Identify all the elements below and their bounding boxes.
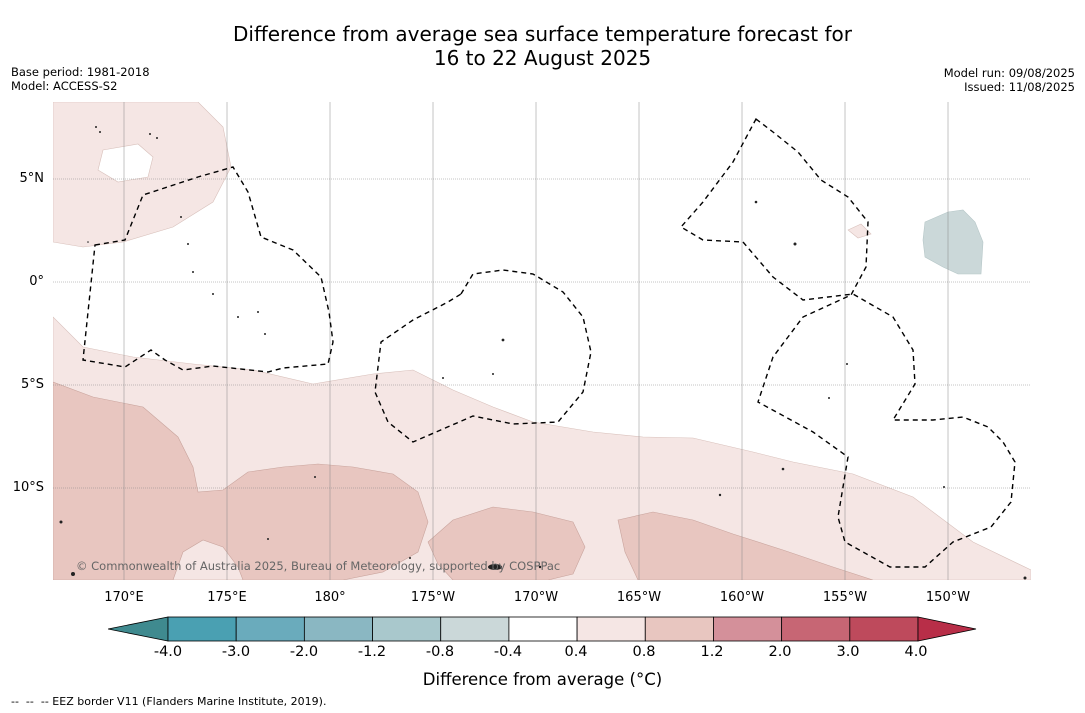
anomaly-warm-southwest — [53, 381, 429, 580]
cbar-tick-3: -1.2 — [357, 644, 387, 660]
colorbar-cell — [576, 616, 646, 642]
meta-right: Model run: 09/08/2025 Issued: 11/08/2025 — [944, 66, 1075, 94]
anomaly-warm-southeast — [617, 511, 874, 580]
lat-label-5s: 5°S — [20, 377, 44, 392]
anomaly-cool-patch — [922, 209, 984, 275]
model-run: Model run: 09/08/2025 — [943, 66, 1075, 80]
colorbar-cell — [235, 616, 305, 642]
colorbar-cell — [167, 616, 237, 642]
cbar-tick-7: 0.8 — [632, 644, 656, 660]
cbar-tick-5: -0.4 — [493, 644, 523, 660]
colorbar-cell — [508, 616, 578, 642]
colorbar-cell — [303, 616, 373, 642]
anomaly-warm-central-south — [427, 506, 586, 580]
lon-label-170w: 170°W — [513, 590, 559, 605]
colorbar-cell — [644, 616, 714, 642]
eez-kiribati-gilbert — [82, 166, 334, 373]
cbar-tick-1: -3.0 — [221, 644, 251, 660]
cbar-tick-9: 2.0 — [768, 644, 792, 660]
neutral-hole — [97, 143, 154, 183]
cbar-tick-8: 1.2 — [700, 644, 724, 660]
lat-label-0: 0° — [29, 274, 44, 289]
map-canvas — [53, 102, 1031, 580]
colorbar-cell — [713, 616, 783, 642]
neutral-pocket-south — [172, 539, 244, 580]
islands — [59, 126, 1027, 580]
eez-tokelau-phoenix — [374, 269, 592, 443]
lon-label-180: 180° — [314, 590, 346, 605]
sst-anomaly-map — [53, 102, 1031, 580]
eez-footnote: -- -- -- EEZ border V11 (Flanders Marine… — [11, 695, 327, 708]
copyright-notice: © Commonwealth of Australia 2025, Bureau… — [76, 559, 561, 573]
cbar-tick-10: 3.0 — [836, 644, 860, 660]
eez-borders — [82, 117, 1016, 568]
colorbar-title: Difference from average (°C) — [422, 670, 663, 689]
lon-label-175e: 175°E — [207, 590, 247, 605]
lon-label-155w: 155°W — [822, 590, 868, 605]
colorbar-cell — [849, 616, 919, 642]
meta-left: Base period: 1981-2018 Model: ACCESS-S2 — [11, 65, 150, 93]
colorbar-cell — [440, 616, 510, 642]
map-title: Difference from average sea surface temp… — [0, 22, 1085, 70]
cbar-tick-0: -4.0 — [153, 644, 183, 660]
colorbar-extend-high — [917, 616, 977, 642]
lat-label-5n: 5°N — [19, 171, 45, 186]
cbar-tick-11: 4.0 — [904, 644, 928, 660]
lon-label-150w: 150°W — [925, 590, 971, 605]
colorbar-extend-low — [108, 616, 169, 642]
colorbar-cell — [781, 616, 851, 642]
graticule — [53, 102, 1031, 580]
title-line-1: Difference from average sea surface temp… — [232, 22, 852, 46]
lon-label-165w: 165°W — [616, 590, 662, 605]
base-period: Base period: 1981-2018 — [11, 65, 150, 79]
model-name: Model: ACCESS-S2 — [11, 79, 118, 93]
cbar-tick-4: -0.8 — [425, 644, 455, 660]
lat-label-10s: 10°S — [12, 480, 44, 495]
lon-label-170e: 170°E — [104, 590, 144, 605]
colorbar-cell — [372, 616, 442, 642]
lon-label-175w: 175°W — [410, 590, 456, 605]
cbar-tick-2: -2.0 — [289, 644, 319, 660]
lon-label-160w: 160°W — [719, 590, 765, 605]
anomaly-small-warm — [847, 223, 872, 239]
cbar-tick-6: 0.4 — [564, 644, 588, 660]
colorbar — [108, 616, 977, 642]
issued-date: Issued: 11/08/2025 — [964, 80, 1075, 94]
title-line-2: 16 to 22 August 2025 — [433, 46, 652, 70]
